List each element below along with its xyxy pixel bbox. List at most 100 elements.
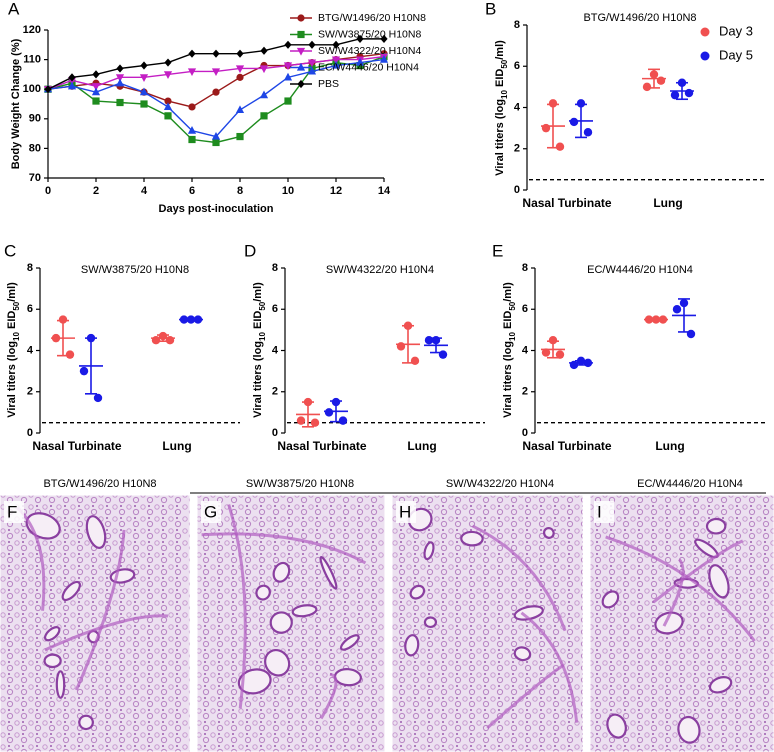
panel-label: B [485,0,496,18]
data-point [303,397,313,407]
data-point [541,123,551,133]
legend-label: Day 5 [719,47,753,62]
histology-title: EC/W4446/20 H10N4 [637,478,743,490]
y-axis-label-part: 50 [12,301,21,310]
y-axis-label-part: 10 [258,332,267,341]
x-axis-label: Days post-inoculation [159,203,274,215]
y-tick-label: 0 [522,427,528,439]
marker [139,74,149,82]
airway [409,584,426,600]
panel-label: H [399,502,411,521]
panel-label: D [244,241,256,260]
x-tick-label: Nasal Turbinate [277,439,366,453]
data-point [79,366,89,376]
y-tick-label: 120 [23,24,41,36]
chart-title: SW/W3875/20 H10N8 [81,264,189,276]
marker [140,100,148,108]
vessel [471,524,567,632]
airway [43,653,62,669]
y-tick-label: 4 [272,344,279,356]
marker [356,34,364,43]
marker [139,87,149,96]
y-tick-label: 6 [27,303,33,315]
x-tick-label: Lung [653,196,682,210]
data-point [658,315,668,324]
marker [331,56,341,65]
marker [236,73,244,81]
data-point [656,76,666,85]
vessel [74,529,126,691]
marker [212,49,220,58]
data-point [86,333,96,343]
data-point [555,350,565,359]
airway [404,634,420,657]
y-tick-label: 80 [29,142,41,154]
histology-title: SW/W4322/20 H10N4 [446,478,554,490]
marker [91,83,101,91]
data-point [331,397,341,407]
data-point [179,315,189,324]
data-point [677,78,687,87]
y-tick-label: 2 [522,386,528,398]
y-tick-label: 4 [522,344,529,356]
panel-label: G [204,502,217,521]
data-point [424,335,434,345]
panel-label: E [492,241,503,260]
marker [380,34,388,43]
marker [332,40,340,49]
data-point [576,356,586,366]
x-tick-label: Lung [407,439,436,453]
y-axis-label: Viral titers (log10 EID50/ml) [502,282,517,418]
airway [255,584,271,601]
legend-marker [297,14,305,22]
data-point [310,418,320,427]
vessel [227,504,247,709]
legend-marker [296,62,306,71]
airway [269,611,293,634]
data-point [569,117,579,127]
data-point [338,416,348,425]
legend-label: Day 3 [719,23,753,38]
data-point [548,335,558,345]
vessel [652,539,744,604]
airway [423,541,435,561]
data-point [186,315,196,324]
data-point [51,333,61,343]
x-tick-label: 0 [45,185,51,197]
marker [163,71,173,79]
airway [319,555,338,590]
y-axis-label-part: 50 [500,59,509,68]
y-tick-label: 8 [522,262,528,274]
vessel [201,532,367,565]
airway [708,676,733,694]
data-point [569,360,579,370]
y-axis-label-part: /ml) [252,282,264,302]
vessel [520,611,579,723]
y-axis-label-part: Viral titers (log [502,341,514,418]
panel-label-box [396,501,416,523]
panel-label-box [4,501,24,523]
y-tick-label: 70 [29,172,41,184]
marker [235,65,245,74]
marker [187,126,197,134]
legend-label: SW/W3875/20 H10N8 [318,28,421,40]
data-point [193,315,203,324]
legend-marker [700,27,710,37]
marker [163,102,173,111]
marker [211,131,221,140]
y-tick-label: 8 [514,19,520,31]
data-point [548,99,558,108]
y-axis-label-part: 50 [508,301,517,310]
marker [116,98,124,107]
marker [44,85,52,94]
y-axis-label: Viral titers (log10 EID50/ml) [252,282,267,418]
y-axis-label-part: Viral titers (log [494,99,506,176]
data-point [431,335,441,345]
airway [542,527,555,539]
legend-label: SW/W4322/20 H10N4 [318,45,421,57]
histology-frame [196,494,386,752]
airway [601,590,620,609]
legend-label: PBS [318,78,339,90]
airway [705,517,727,535]
y-tick-label: 2 [514,143,520,155]
